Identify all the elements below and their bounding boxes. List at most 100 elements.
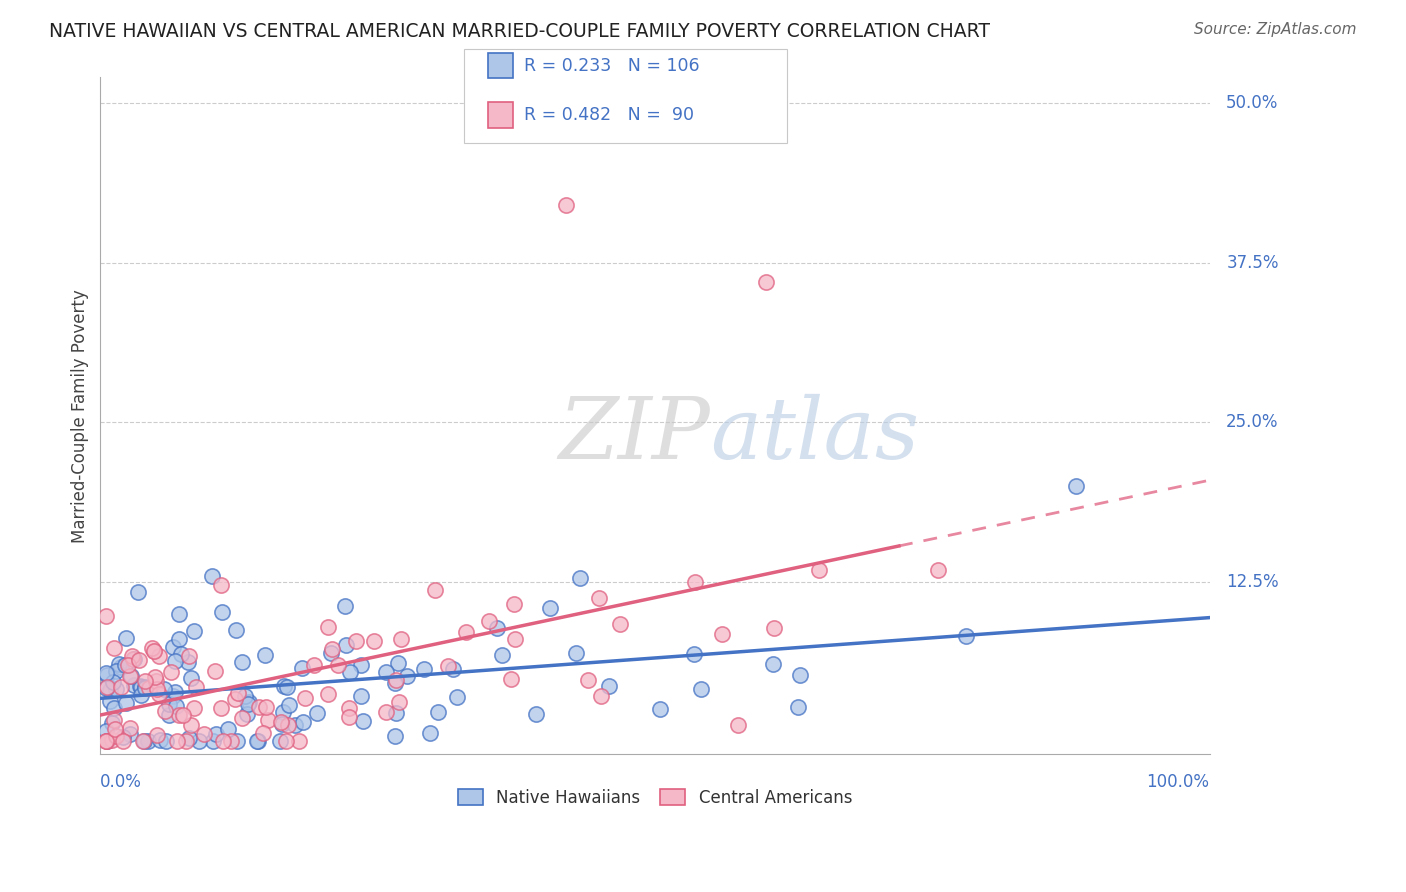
Text: Source: ZipAtlas.com: Source: ZipAtlas.com [1194,22,1357,37]
Point [271,705,294,719]
Point [94,609,117,624]
Point [96,668,118,682]
Point [316,687,339,701]
Text: 0.0%: 0.0% [100,773,142,791]
Point [94,666,117,681]
Text: atlas: atlas [710,393,920,476]
Point [225,734,247,748]
Point [110,660,132,674]
Point [127,584,149,599]
Point [177,731,200,745]
Point [786,699,808,714]
Point [184,681,207,695]
Point [98,694,121,708]
Point [524,707,547,722]
Point [502,597,524,611]
Point [1066,479,1088,493]
Point [384,676,406,690]
Point [236,697,259,711]
Point [104,665,127,679]
Point [167,632,190,647]
Point [209,577,232,591]
Point [423,583,446,598]
Point [146,728,169,742]
Point [122,652,145,666]
Point [683,574,706,589]
Point [491,648,513,663]
Point [501,672,523,686]
Point [104,723,127,737]
Point [108,657,131,672]
Point [598,679,620,693]
Point [384,729,406,743]
Point [163,654,186,668]
Point [153,704,176,718]
Point [287,734,309,748]
Point [136,734,159,748]
Point [254,700,277,714]
Point [104,681,127,696]
Point [162,640,184,654]
Point [103,641,125,656]
Point [103,701,125,715]
Point [145,682,167,697]
Point [441,662,464,676]
Point [503,632,526,646]
Point [339,665,361,679]
Point [96,680,118,694]
Point [193,727,215,741]
Point [273,679,295,693]
Point [180,671,202,685]
Point [278,698,301,712]
Point [284,718,307,732]
Point [105,729,128,743]
Point [134,680,156,694]
Point [384,706,406,721]
Point [363,633,385,648]
Point [291,714,314,729]
Point [389,632,412,647]
Point [233,689,256,703]
Point [157,697,180,711]
Point [101,732,124,747]
Point [344,634,367,648]
Point [576,673,599,687]
Point [134,673,156,688]
Point [157,708,180,723]
Point [727,718,749,732]
Point [118,722,141,736]
Point [337,701,360,715]
Point [111,734,134,748]
Point [160,665,183,679]
Point [155,734,177,748]
Point [419,725,441,739]
Point [152,682,174,697]
Point [271,717,294,731]
Point [321,642,343,657]
Point [955,629,977,643]
Point [426,706,449,720]
Point [711,627,734,641]
Point [927,563,949,577]
Text: NATIVE HAWAIIAN VS CENTRAL AMERICAN MARRIED-COUPLE FAMILY POVERTY CORRELATION CH: NATIVE HAWAIIAN VS CENTRAL AMERICAN MARR… [49,22,990,41]
Point [236,707,259,722]
Point [129,679,152,693]
Point [180,718,202,732]
Point [762,657,785,671]
Point [120,727,142,741]
Point [245,734,267,748]
Point [609,616,631,631]
Point [219,734,242,748]
Point [335,638,357,652]
Point [148,648,170,663]
Point [247,734,270,748]
Point [238,695,260,709]
Point [568,571,591,585]
Point [114,658,136,673]
Point [183,700,205,714]
Point [276,681,298,695]
Point [755,275,778,289]
Point [129,689,152,703]
Point [122,677,145,691]
Point [388,694,411,708]
